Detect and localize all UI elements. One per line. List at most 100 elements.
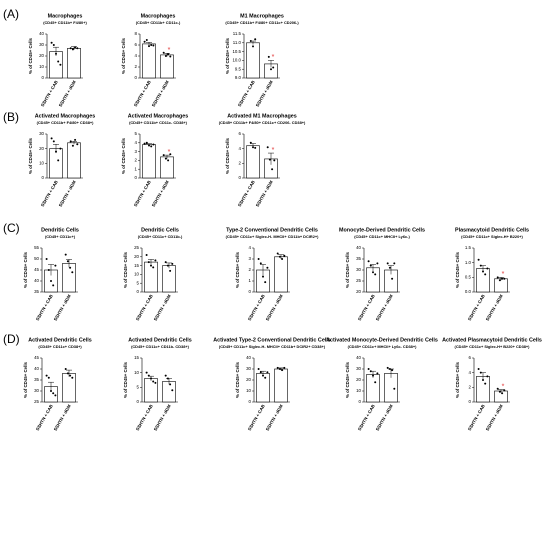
data-point bbox=[66, 372, 69, 375]
y-tick-label: 40 bbox=[356, 245, 361, 250]
chart-title: Macrophages bbox=[48, 13, 83, 19]
data-point bbox=[477, 258, 480, 261]
error-bar bbox=[164, 53, 170, 57]
chart-title: Plasmacytoid Dendritic Cells bbox=[455, 227, 529, 233]
data-point bbox=[254, 146, 257, 149]
data-point bbox=[266, 371, 269, 374]
data-point bbox=[167, 53, 170, 56]
data-point bbox=[393, 262, 396, 265]
data-point bbox=[372, 271, 374, 274]
y-tick-label: 0 bbox=[137, 289, 140, 294]
data-point bbox=[152, 380, 155, 383]
y-tick-label: 30 bbox=[39, 131, 44, 136]
y-axis-label: % of CD45+ Cells bbox=[123, 361, 128, 398]
data-point bbox=[57, 60, 60, 63]
y-axis-label: % of CD45+ Cells bbox=[23, 251, 28, 288]
error-bar bbox=[268, 60, 274, 68]
data-point bbox=[45, 258, 48, 260]
chart-subtitle: (CD45+ CD11b+ F4/80+ CD11c+ CD206-) bbox=[225, 20, 299, 25]
chart-title: Activated Dendritic Cells bbox=[28, 337, 92, 343]
y-tick-label: 5 bbox=[137, 384, 140, 389]
y-tick-label: 6 bbox=[239, 131, 242, 136]
data-point bbox=[47, 269, 50, 271]
y-tick-label: 0.0 bbox=[465, 289, 472, 294]
data-point bbox=[266, 146, 269, 149]
chart-title: Activated Macrophages bbox=[35, 113, 96, 119]
data-point bbox=[50, 280, 52, 282]
y-tick-label: 30 bbox=[34, 388, 39, 393]
data-point bbox=[145, 371, 148, 374]
significance: * bbox=[272, 147, 275, 154]
data-point bbox=[369, 264, 372, 267]
y-tick-label: 10 bbox=[356, 388, 361, 393]
y-tick-label: 0 bbox=[137, 399, 140, 404]
y-tick-label: 30 bbox=[246, 366, 251, 371]
data-point bbox=[162, 154, 165, 157]
y-tick-label: 10.0 bbox=[232, 58, 241, 63]
data-point bbox=[262, 275, 264, 278]
y-tick-label: 3 bbox=[249, 256, 252, 261]
error-bar bbox=[146, 42, 152, 46]
data-point bbox=[71, 271, 74, 274]
data-point bbox=[150, 145, 153, 148]
y-tick-label: 11.5 bbox=[233, 31, 242, 36]
y-tick-label: 0.5 bbox=[465, 274, 472, 279]
panel-chart: Activated M1 Macrophages(CD45+ CD11b+ F4… bbox=[219, 113, 306, 207]
significance: * bbox=[502, 271, 505, 278]
data-point bbox=[386, 366, 389, 369]
data-point bbox=[391, 369, 394, 372]
y-tick-label: 4 bbox=[249, 245, 252, 250]
y-tick-label: 10 bbox=[246, 388, 251, 393]
error-bar bbox=[48, 264, 54, 276]
y-tick-label: 40 bbox=[39, 31, 44, 36]
bar bbox=[160, 156, 174, 179]
y-tick-label: 2 bbox=[239, 160, 242, 165]
y-tick-label: 5 bbox=[137, 280, 140, 285]
data-point bbox=[272, 66, 275, 69]
y-tick-label: 0 bbox=[42, 175, 45, 180]
data-point bbox=[171, 262, 174, 265]
data-point bbox=[271, 168, 274, 171]
y-tick-label: 0 bbox=[469, 399, 472, 404]
y-axis-label: % of CD45+ Cells bbox=[235, 361, 240, 398]
error-bar bbox=[71, 141, 77, 145]
error-bar bbox=[278, 367, 284, 371]
bar bbox=[62, 373, 76, 403]
data-point bbox=[148, 144, 150, 147]
y-tick-label: 6 bbox=[469, 355, 472, 360]
chart-subtitle: (CD45+ CD11c+ Siglec-H- MHCII+ CD11b+ DC… bbox=[226, 234, 320, 239]
panel-chart: M1 Macrophages(CD45+ CD11b+ F4/80+ CD11c… bbox=[225, 13, 299, 107]
y-tick-label: 40 bbox=[34, 366, 39, 371]
data-point bbox=[143, 142, 146, 145]
chart-subtitle: (CD45+ CD11b+ CD11c- CD38+) bbox=[129, 120, 188, 125]
data-point bbox=[283, 254, 286, 257]
y-tick-label: 40 bbox=[356, 355, 361, 360]
y-axis-label: % of CD45+ Cells bbox=[225, 137, 230, 174]
bar bbox=[246, 42, 260, 79]
y-tick-label: 10 bbox=[134, 370, 139, 375]
data-point bbox=[69, 266, 72, 269]
data-point bbox=[71, 376, 74, 379]
data-point bbox=[259, 371, 262, 374]
data-point bbox=[169, 269, 172, 272]
y-tick-label: 0 bbox=[249, 399, 252, 404]
y-tick-label: 4 bbox=[135, 140, 138, 145]
data-point bbox=[171, 389, 174, 392]
data-point bbox=[145, 39, 148, 42]
data-point bbox=[59, 147, 62, 150]
chart-title: Type-2 Conventional Dendritic Cells bbox=[226, 227, 318, 233]
chart-title: Activated Dendritic Cells bbox=[128, 337, 192, 343]
y-tick-label: 25 bbox=[134, 245, 139, 250]
data-point bbox=[152, 143, 155, 146]
chart-subtitle: (CD45+ CD11c+) bbox=[45, 234, 76, 239]
data-point bbox=[501, 392, 504, 395]
data-point bbox=[369, 370, 372, 373]
y-tick-label: 20 bbox=[356, 377, 361, 382]
bar bbox=[162, 265, 176, 293]
y-tick-label: 4 bbox=[135, 53, 138, 58]
data-point bbox=[64, 253, 67, 256]
bar bbox=[162, 381, 176, 403]
y-tick-label: 10.5 bbox=[232, 49, 241, 54]
data-point bbox=[374, 273, 377, 276]
